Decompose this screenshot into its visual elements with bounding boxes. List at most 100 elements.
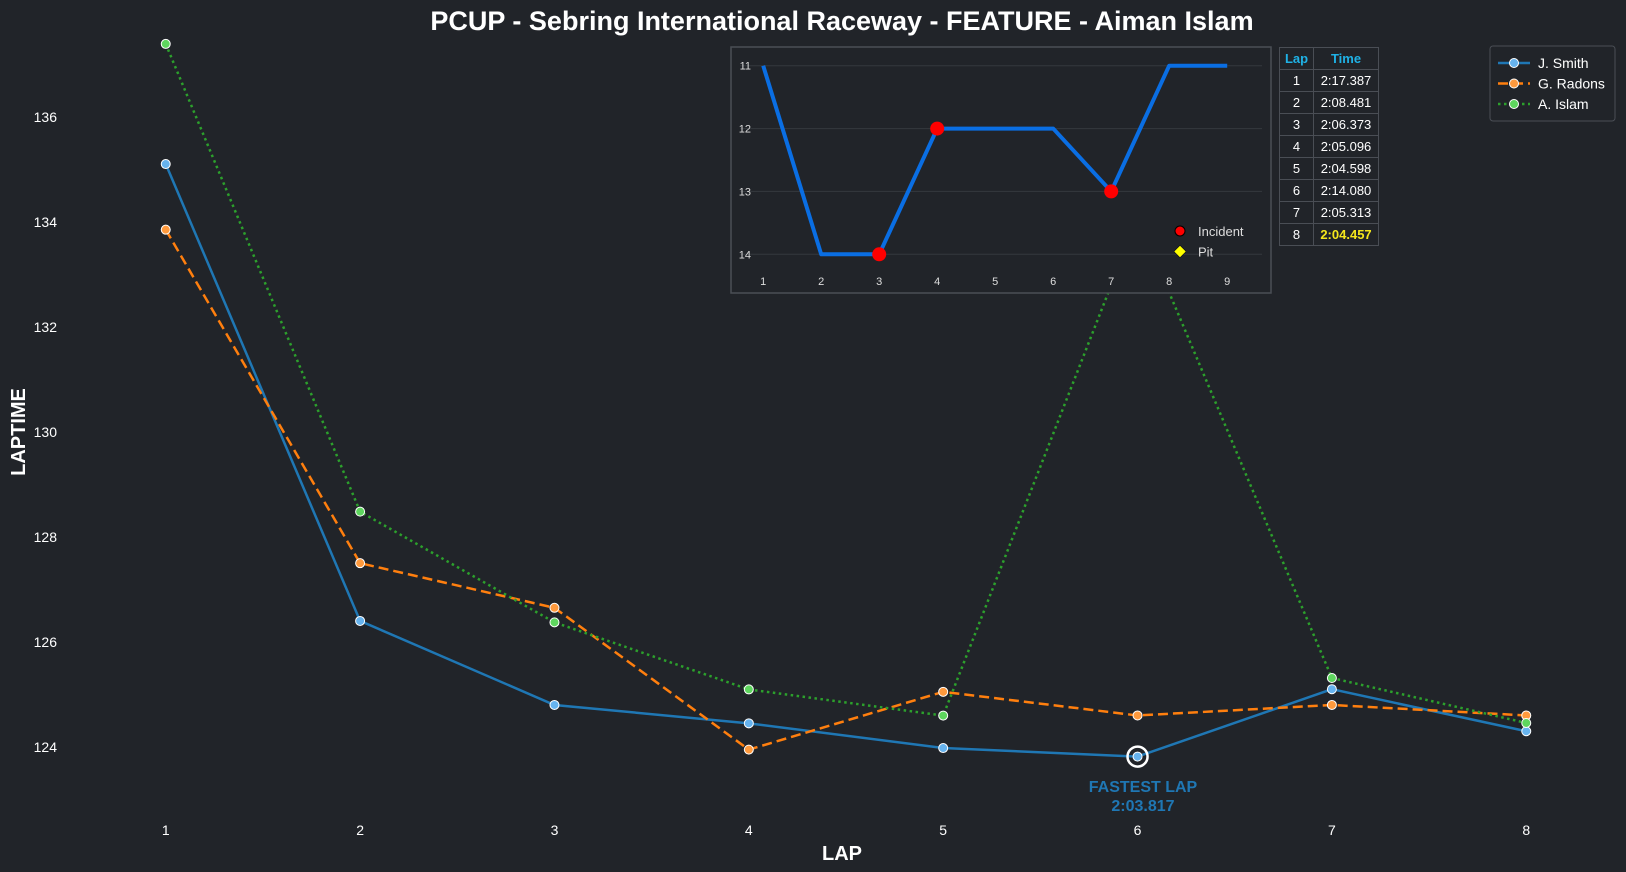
- inset-y-tick-label: 12: [739, 124, 751, 136]
- inset-x-tick-label: 2: [818, 276, 824, 288]
- lap-number-cell: 4: [1279, 135, 1314, 158]
- lap-number-cell: 1: [1279, 69, 1314, 92]
- series-point-1: [1132, 710, 1143, 721]
- chart-title: PCUP - Sebring International Raceway - F…: [430, 6, 1253, 36]
- series-point-1: [355, 558, 366, 569]
- lap-time-cell: 2:05.313: [1313, 201, 1379, 224]
- lap-time-cell: 2:06.373: [1313, 113, 1379, 136]
- lap-time-cell: 2:17.387: [1313, 69, 1379, 92]
- y-tick-label: 132: [34, 319, 58, 335]
- inset-x-tick-label: 6: [1050, 276, 1056, 288]
- inset-legend-incident-marker: [1174, 225, 1186, 237]
- inset-x-tick-label: 1: [760, 276, 766, 288]
- series-point-2: [549, 617, 560, 628]
- x-axis-label: LAP: [822, 843, 862, 865]
- inset-x-tick-label: 8: [1166, 276, 1172, 288]
- lap-table-row: 3 2:06.373: [1279, 113, 1379, 136]
- inset-x-tick-label: 9: [1224, 276, 1230, 288]
- legend-label-2: A. Islam: [1538, 96, 1589, 112]
- series-point-2: [160, 38, 171, 49]
- lap-number-cell: 6: [1279, 179, 1314, 202]
- incident-marker: [872, 247, 887, 262]
- inset-x-tick-label: 3: [876, 276, 882, 288]
- x-tick-label: 4: [745, 822, 753, 838]
- inset-legend-pit-marker: [1173, 245, 1187, 258]
- lap-table-row: 4 2:05.096: [1279, 135, 1379, 158]
- x-tick-label: 6: [1134, 822, 1142, 838]
- legend-label-1: G. Radons: [1538, 76, 1605, 92]
- legend-frame: [1489, 45, 1616, 122]
- series-point-0: [1521, 726, 1532, 737]
- series-point-2: [938, 710, 949, 721]
- fastest-lap-ring: [1126, 745, 1149, 768]
- series-point-0: [743, 718, 754, 729]
- series-point-0: [549, 699, 560, 710]
- inset-x-tick-label: 4: [934, 276, 940, 288]
- series-point-0: [1326, 684, 1337, 695]
- x-tick-label: 2: [356, 822, 364, 838]
- x-tick-label: 1: [162, 822, 170, 838]
- series-line-0: [164, 163, 1527, 758]
- lap-time-cell: 2:14.080: [1313, 179, 1379, 202]
- series-point-0: [938, 743, 949, 754]
- x-tick-label: 8: [1522, 822, 1530, 838]
- series-point-2: [1326, 673, 1337, 684]
- y-tick-label: 130: [34, 424, 58, 440]
- inset-legend-label: Incident: [1198, 224, 1244, 239]
- lap-number-cell: 5: [1279, 157, 1314, 180]
- lap-number-cell: 3: [1279, 113, 1314, 136]
- lap-table-row: 7 2:05.313: [1279, 201, 1379, 224]
- series-line-2: [164, 43, 1527, 725]
- series-point-1: [549, 602, 560, 613]
- fastest-lap-value: 2:03.817: [1111, 798, 1174, 815]
- main-legend: J. Smith G. Radons A. Islam: [1489, 45, 1616, 122]
- lap-table-row: 6 2:14.080: [1279, 179, 1379, 202]
- y-tick-label: 134: [34, 214, 58, 230]
- lap-table-row: 2 2:08.481: [1279, 91, 1379, 114]
- series-point-1: [160, 224, 171, 235]
- x-tick-label: 3: [551, 822, 559, 838]
- lap-time-table: Lap Time 1 2:17.387 2 2:08.481 3 2:06.373 4 2:0…: [1279, 47, 1379, 246]
- lap-number-cell: 8: [1279, 223, 1314, 246]
- lap-time-cell: 2:08.481: [1313, 91, 1379, 114]
- lap-table-row: 1 2:17.387: [1279, 69, 1379, 92]
- inset-x-tick-label: 5: [992, 276, 998, 288]
- lap-table-header-row: Lap Time: [1279, 47, 1379, 70]
- series-point-2: [1521, 717, 1532, 728]
- fastest-lap-label: FASTEST LAP: [1089, 779, 1198, 796]
- fastest-lap-annotation: FASTEST LAP 2:03.817: [1089, 745, 1198, 815]
- inset-y-tick-label: 13: [739, 186, 751, 198]
- series-point-0: [160, 159, 171, 170]
- inset-y-tick-label: 11: [740, 61, 751, 73]
- lap-number-cell: 2: [1279, 91, 1314, 114]
- series-point-1: [743, 744, 754, 755]
- series-line-1: [164, 229, 1527, 751]
- legend-label-0: J. Smith: [1538, 55, 1589, 71]
- incident-marker: [1104, 184, 1119, 199]
- inset-position-line: [761, 63, 1228, 257]
- lap-table-row: 8 2:04.457: [1279, 223, 1379, 246]
- inset-legend-label: Pit: [1198, 245, 1214, 260]
- incident-marker: [930, 121, 945, 136]
- legend-marker-0: [1509, 58, 1519, 68]
- series-point-1: [938, 686, 949, 697]
- y-tick-label: 126: [34, 634, 58, 650]
- best-lap-time-cell: 2:04.457: [1313, 223, 1379, 246]
- inset-y-tick-label: 14: [739, 249, 751, 261]
- series-point-0: [1132, 751, 1143, 762]
- series-point-2: [743, 684, 754, 695]
- lap-time-cell: 2:05.096: [1313, 135, 1379, 158]
- inset-x-tick-label: 7: [1108, 276, 1114, 288]
- y-tick-label: 136: [34, 109, 58, 125]
- lap-time-cell: 2:04.598: [1313, 157, 1379, 180]
- lap-table-row: 5 2:04.598: [1279, 157, 1379, 180]
- legend-marker-2: [1509, 99, 1519, 109]
- series-point-1: [1326, 699, 1337, 710]
- x-tick-label: 7: [1328, 822, 1336, 838]
- y-tick-label: 128: [34, 529, 58, 545]
- x-tick-label: 5: [939, 822, 947, 838]
- legend-marker-1: [1509, 78, 1519, 89]
